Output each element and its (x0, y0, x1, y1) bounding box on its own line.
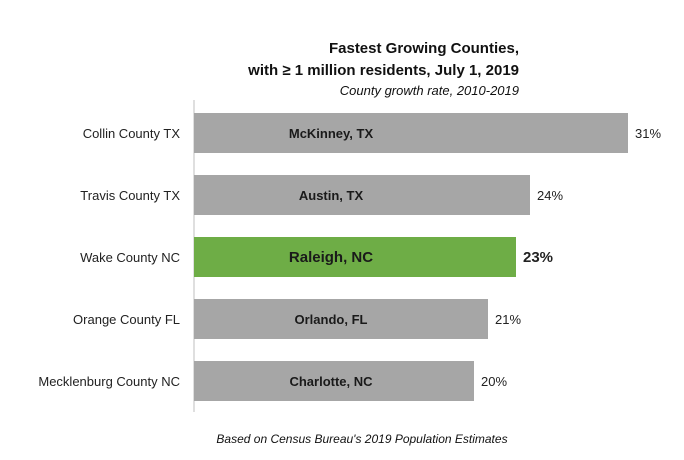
chart-footnote: Based on Census Bureau's 2019 Population… (216, 432, 507, 446)
bar-city-label: Orlando, FL (295, 312, 368, 327)
bar (194, 113, 628, 153)
category-label: Collin County TX (83, 126, 181, 141)
category-label: Mecklenburg County NC (38, 374, 180, 389)
bar-city-label: McKinney, TX (289, 126, 374, 141)
chart-title-line-1: Fastest Growing Counties, (329, 40, 519, 57)
category-label: Travis County TX (80, 188, 180, 203)
category-label: Wake County NC (80, 250, 180, 265)
category-label: Orange County FL (73, 312, 180, 327)
value-label: 24% (537, 188, 563, 203)
value-label: 31% (635, 126, 661, 141)
value-label: 20% (481, 374, 507, 389)
chart-title-line-2: with ≥ 1 million residents, July 1, 2019 (247, 62, 519, 79)
bar-city-label: Austin, TX (299, 188, 364, 203)
bar-city-label: Raleigh, NC (289, 249, 373, 266)
bar (194, 361, 474, 401)
value-label: 23% (523, 249, 553, 266)
bar-highlighted (194, 237, 516, 277)
bar (194, 175, 530, 215)
chart-subtitle: County growth rate, 2010-2019 (340, 83, 519, 98)
bar-city-label: Charlotte, NC (289, 374, 373, 389)
bar (194, 299, 488, 339)
bars-group: Collin County TX McKinney, TX 31% Travis Co… (38, 113, 661, 401)
value-label: 21% (495, 312, 521, 327)
